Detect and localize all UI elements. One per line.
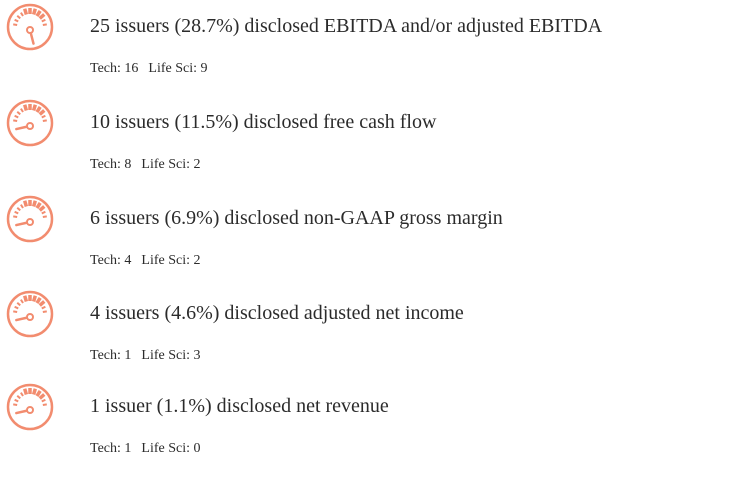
tech-count: Tech: 16 — [90, 61, 139, 76]
gauge-tick — [20, 204, 24, 209]
gauge-tick — [20, 392, 24, 397]
life-sci-count: Life Sci: 9 — [148, 61, 208, 76]
gauge-hub — [26, 26, 34, 34]
gauge-tick — [13, 403, 18, 406]
gauge-tick — [20, 108, 24, 113]
gauge-tick — [38, 393, 46, 400]
gauge-tick — [16, 15, 21, 20]
item-title: 25 issuers (28.7%) disclosed EBITDA and/… — [90, 15, 603, 37]
life-sci-count: Life Sci: 2 — [141, 157, 201, 172]
gauge-tick — [13, 310, 18, 313]
gauge-hub — [26, 406, 34, 414]
gauge-needle — [15, 125, 28, 131]
gauge-tick — [42, 403, 47, 406]
item-title: 6 issuers (6.9%) disclosed non-GAAP gros… — [90, 207, 503, 229]
gauge-tick — [31, 104, 37, 112]
gauge-tick — [31, 8, 37, 16]
gauge-tick — [14, 210, 19, 215]
item: 25 issuers (28.7%) disclosed EBITDA and/… — [0, 3, 753, 99]
item-breakdown: Tech: 4 Life Sci: 2 — [90, 253, 201, 269]
gauge-tick — [41, 210, 46, 215]
life-sci-count: Life Sci: 3 — [141, 348, 201, 363]
gauge-tick — [20, 299, 24, 304]
gauge-tick — [31, 388, 37, 396]
gauge-tick — [31, 295, 37, 303]
gauge-tick — [41, 114, 46, 119]
life-sci-count: Life Sci: 0 — [141, 441, 201, 456]
gauge-tick — [23, 388, 29, 396]
gauge-tick — [16, 302, 21, 307]
item-breakdown: Tech: 16 Life Sci: 9 — [90, 61, 208, 77]
gauge-needle — [15, 409, 28, 415]
gauge-tick — [35, 297, 42, 304]
item: 10 issuers (11.5%) disclosed free cash f… — [0, 99, 753, 195]
gauge-hub — [26, 313, 34, 321]
gauge-needle — [29, 32, 35, 45]
gauge-icon — [6, 383, 54, 431]
gauge-ring — [6, 3, 54, 51]
gauge-tick — [13, 23, 18, 26]
item-breakdown: Tech: 1 Life Sci: 0 — [90, 441, 201, 457]
gauge-tick — [16, 395, 21, 400]
gauge-tick — [38, 109, 46, 116]
tech-count: Tech: 1 — [90, 441, 132, 456]
gauge-tick — [42, 215, 47, 218]
gauge-ring — [6, 195, 54, 243]
item: 6 issuers (6.9%) disclosed non-GAAP gros… — [0, 195, 753, 291]
gauge-ring — [6, 383, 54, 431]
gauge-tick — [38, 13, 46, 20]
gauge-tick — [41, 305, 46, 310]
gauge-tick — [41, 18, 46, 23]
gauge-tick — [31, 200, 37, 208]
gauge-tick — [16, 207, 21, 212]
item: 4 issuers (4.6%) disclosed adjusted net … — [0, 290, 753, 386]
tech-count: Tech: 8 — [90, 157, 132, 172]
gauge-needle — [15, 316, 28, 322]
gauge-tick — [14, 305, 19, 310]
gauge-tick — [14, 18, 19, 23]
gauge-hub — [26, 218, 34, 226]
gauge-tick — [13, 215, 18, 218]
gauge-hub — [26, 122, 34, 130]
tech-count: Tech: 4 — [90, 253, 132, 268]
life-sci-count: Life Sci: 2 — [141, 253, 201, 268]
gauge-tick — [23, 104, 29, 112]
gauge-tick — [23, 8, 29, 16]
gauge-tick — [14, 398, 19, 403]
tech-count: Tech: 1 — [90, 348, 132, 363]
gauge-tick — [14, 114, 19, 119]
gauge-ring — [6, 99, 54, 147]
gauge-tick — [35, 10, 42, 17]
gauge-icon — [6, 195, 54, 243]
item-title: 4 issuers (4.6%) disclosed adjusted net … — [90, 302, 464, 324]
item-title: 1 issuer (1.1%) disclosed net revenue — [90, 395, 389, 417]
item: 1 issuer (1.1%) disclosed net revenue Tec… — [0, 383, 753, 479]
gauge-tick — [35, 106, 42, 113]
gauge-tick — [42, 23, 47, 26]
gauge-tick — [38, 205, 46, 212]
gauge-tick — [16, 111, 21, 116]
item-breakdown: Tech: 1 Life Sci: 3 — [90, 348, 201, 364]
item-title: 10 issuers (11.5%) disclosed free cash f… — [90, 111, 437, 133]
gauge-tick — [35, 202, 42, 209]
item-breakdown: Tech: 8 Life Sci: 2 — [90, 157, 201, 173]
gauge-tick — [42, 119, 47, 122]
page: {"items": [ {"text": "25 issuers (28.7%)… — [0, 3, 753, 456]
gauge-needle — [15, 221, 28, 227]
gauge-tick — [38, 300, 46, 307]
gauge-ring — [6, 290, 54, 338]
gauge-icon — [6, 3, 54, 51]
gauge-tick — [41, 398, 46, 403]
gauge-tick — [13, 119, 18, 122]
gauge-tick — [23, 295, 29, 303]
gauge-tick — [35, 390, 42, 397]
gauge-tick — [42, 310, 47, 313]
gauge-icon — [6, 99, 54, 147]
gauge-icon — [6, 290, 54, 338]
gauge-tick — [20, 12, 24, 17]
gauge-tick — [23, 200, 29, 208]
